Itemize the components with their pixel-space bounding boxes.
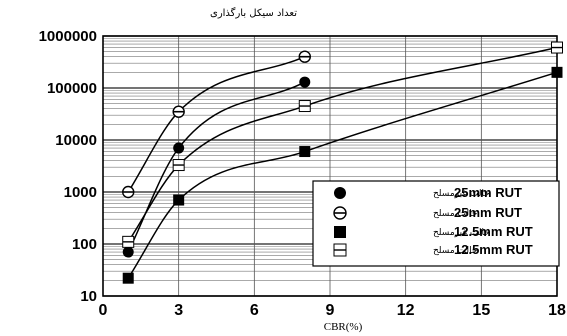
square-with-bar-marker	[172, 159, 185, 172]
filled-square-marker	[299, 146, 311, 158]
legend-series-name: 12.5mm RUT	[454, 242, 533, 257]
y-axis-title: تعداد سیکل بارگذاری	[210, 7, 297, 19]
square-with-bar-marker	[298, 100, 311, 113]
filled-square-marker	[551, 66, 563, 78]
legend-fa-label: حالت غیرمسلح	[433, 189, 490, 199]
filled-square-marker	[334, 226, 346, 238]
y-tick-label: 100000	[47, 80, 97, 97]
circle-with-bar-marker	[298, 50, 311, 63]
legend-series-name: 25mm RUT	[454, 205, 522, 220]
square-with-bar-marker	[333, 243, 347, 257]
y-tick-label: 100	[72, 236, 97, 253]
y-tick-label: 1000000	[39, 28, 97, 45]
x-tick-label: 6	[250, 302, 259, 319]
legend-fa-label: حالت غیرمسلح	[433, 228, 490, 238]
tick-labels: 10 100 1000 10000 100000 1000000 0 3 6 9 12 15 18	[39, 28, 566, 319]
filled-circle-marker	[334, 187, 346, 199]
x-tick-label: 9	[326, 302, 335, 319]
filled-square-marker	[122, 272, 134, 284]
circle-with-bar-marker	[122, 185, 135, 199]
trend-curve	[127, 46, 558, 243]
y-tick-label: 10	[80, 288, 97, 305]
axes	[102, 35, 558, 297]
x-tick-label: 0	[99, 302, 108, 319]
y-tick-label: 10000	[55, 132, 97, 149]
x-axis-title: CBR(%)	[324, 321, 363, 333]
data-points	[122, 41, 563, 284]
filled-circle-marker	[173, 142, 185, 154]
legend-series-name: 12.5mm RUT	[454, 224, 533, 239]
trend-curve	[127, 56, 306, 193]
circle-with-bar-marker	[333, 206, 347, 220]
trend-curve	[127, 71, 558, 279]
x-tick-label: 18	[548, 302, 566, 319]
plot-frame	[102, 35, 558, 297]
x-tick-label: 12	[397, 302, 415, 319]
legend-fa-label: حالت مسلح	[433, 209, 477, 219]
y-tick-label: 1000	[64, 184, 97, 201]
filled-square-marker	[173, 194, 185, 206]
square-with-bar-marker	[122, 235, 135, 248]
filled-circle-marker	[122, 246, 134, 258]
x-tick-label: 15	[472, 302, 490, 319]
legend-box	[312, 180, 560, 267]
filled-circle-marker	[299, 76, 311, 88]
legend-fa-label: حالت مسلح	[433, 246, 477, 256]
square-with-bar-marker	[551, 41, 563, 54]
legend-series-name: 25mm RUT	[454, 185, 522, 200]
x-tick-label: 3	[174, 302, 183, 319]
circle-with-bar-marker	[172, 105, 185, 118]
trend-curves	[127, 46, 558, 279]
